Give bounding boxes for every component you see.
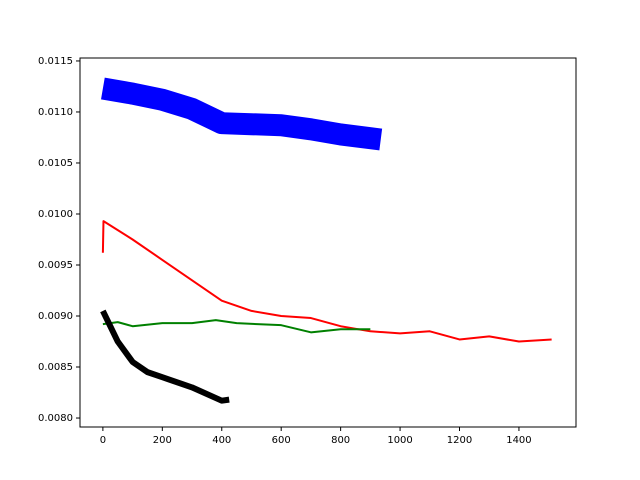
y-tick-label: 0.0080 bbox=[38, 413, 73, 424]
y-tick-label: 0.0115 bbox=[38, 56, 73, 67]
x-tick-label: 600 bbox=[272, 435, 291, 446]
series-line bbox=[102, 319, 371, 334]
x-tick-label: 400 bbox=[212, 435, 231, 446]
x-tick-label: 1400 bbox=[506, 435, 531, 446]
y-tick-label: 0.0090 bbox=[38, 311, 73, 322]
series-line bbox=[101, 77, 383, 151]
x-tick-label: 1200 bbox=[447, 435, 472, 446]
x-tick-label: 1000 bbox=[387, 435, 412, 446]
y-tick-label: 0.0105 bbox=[38, 158, 73, 169]
x-tick-label: 800 bbox=[331, 435, 350, 446]
plot-frame bbox=[79, 57, 577, 428]
x-tick-label: 0 bbox=[100, 435, 106, 446]
y-tick-label: 0.0100 bbox=[38, 209, 73, 220]
y-tick-label: 0.0095 bbox=[38, 260, 73, 271]
y-tick-label: 0.0110 bbox=[38, 107, 73, 118]
series-line bbox=[101, 220, 552, 343]
x-tick-label: 200 bbox=[153, 435, 172, 446]
series-line bbox=[100, 309, 230, 404]
y-tick-label: 0.0085 bbox=[38, 362, 73, 373]
